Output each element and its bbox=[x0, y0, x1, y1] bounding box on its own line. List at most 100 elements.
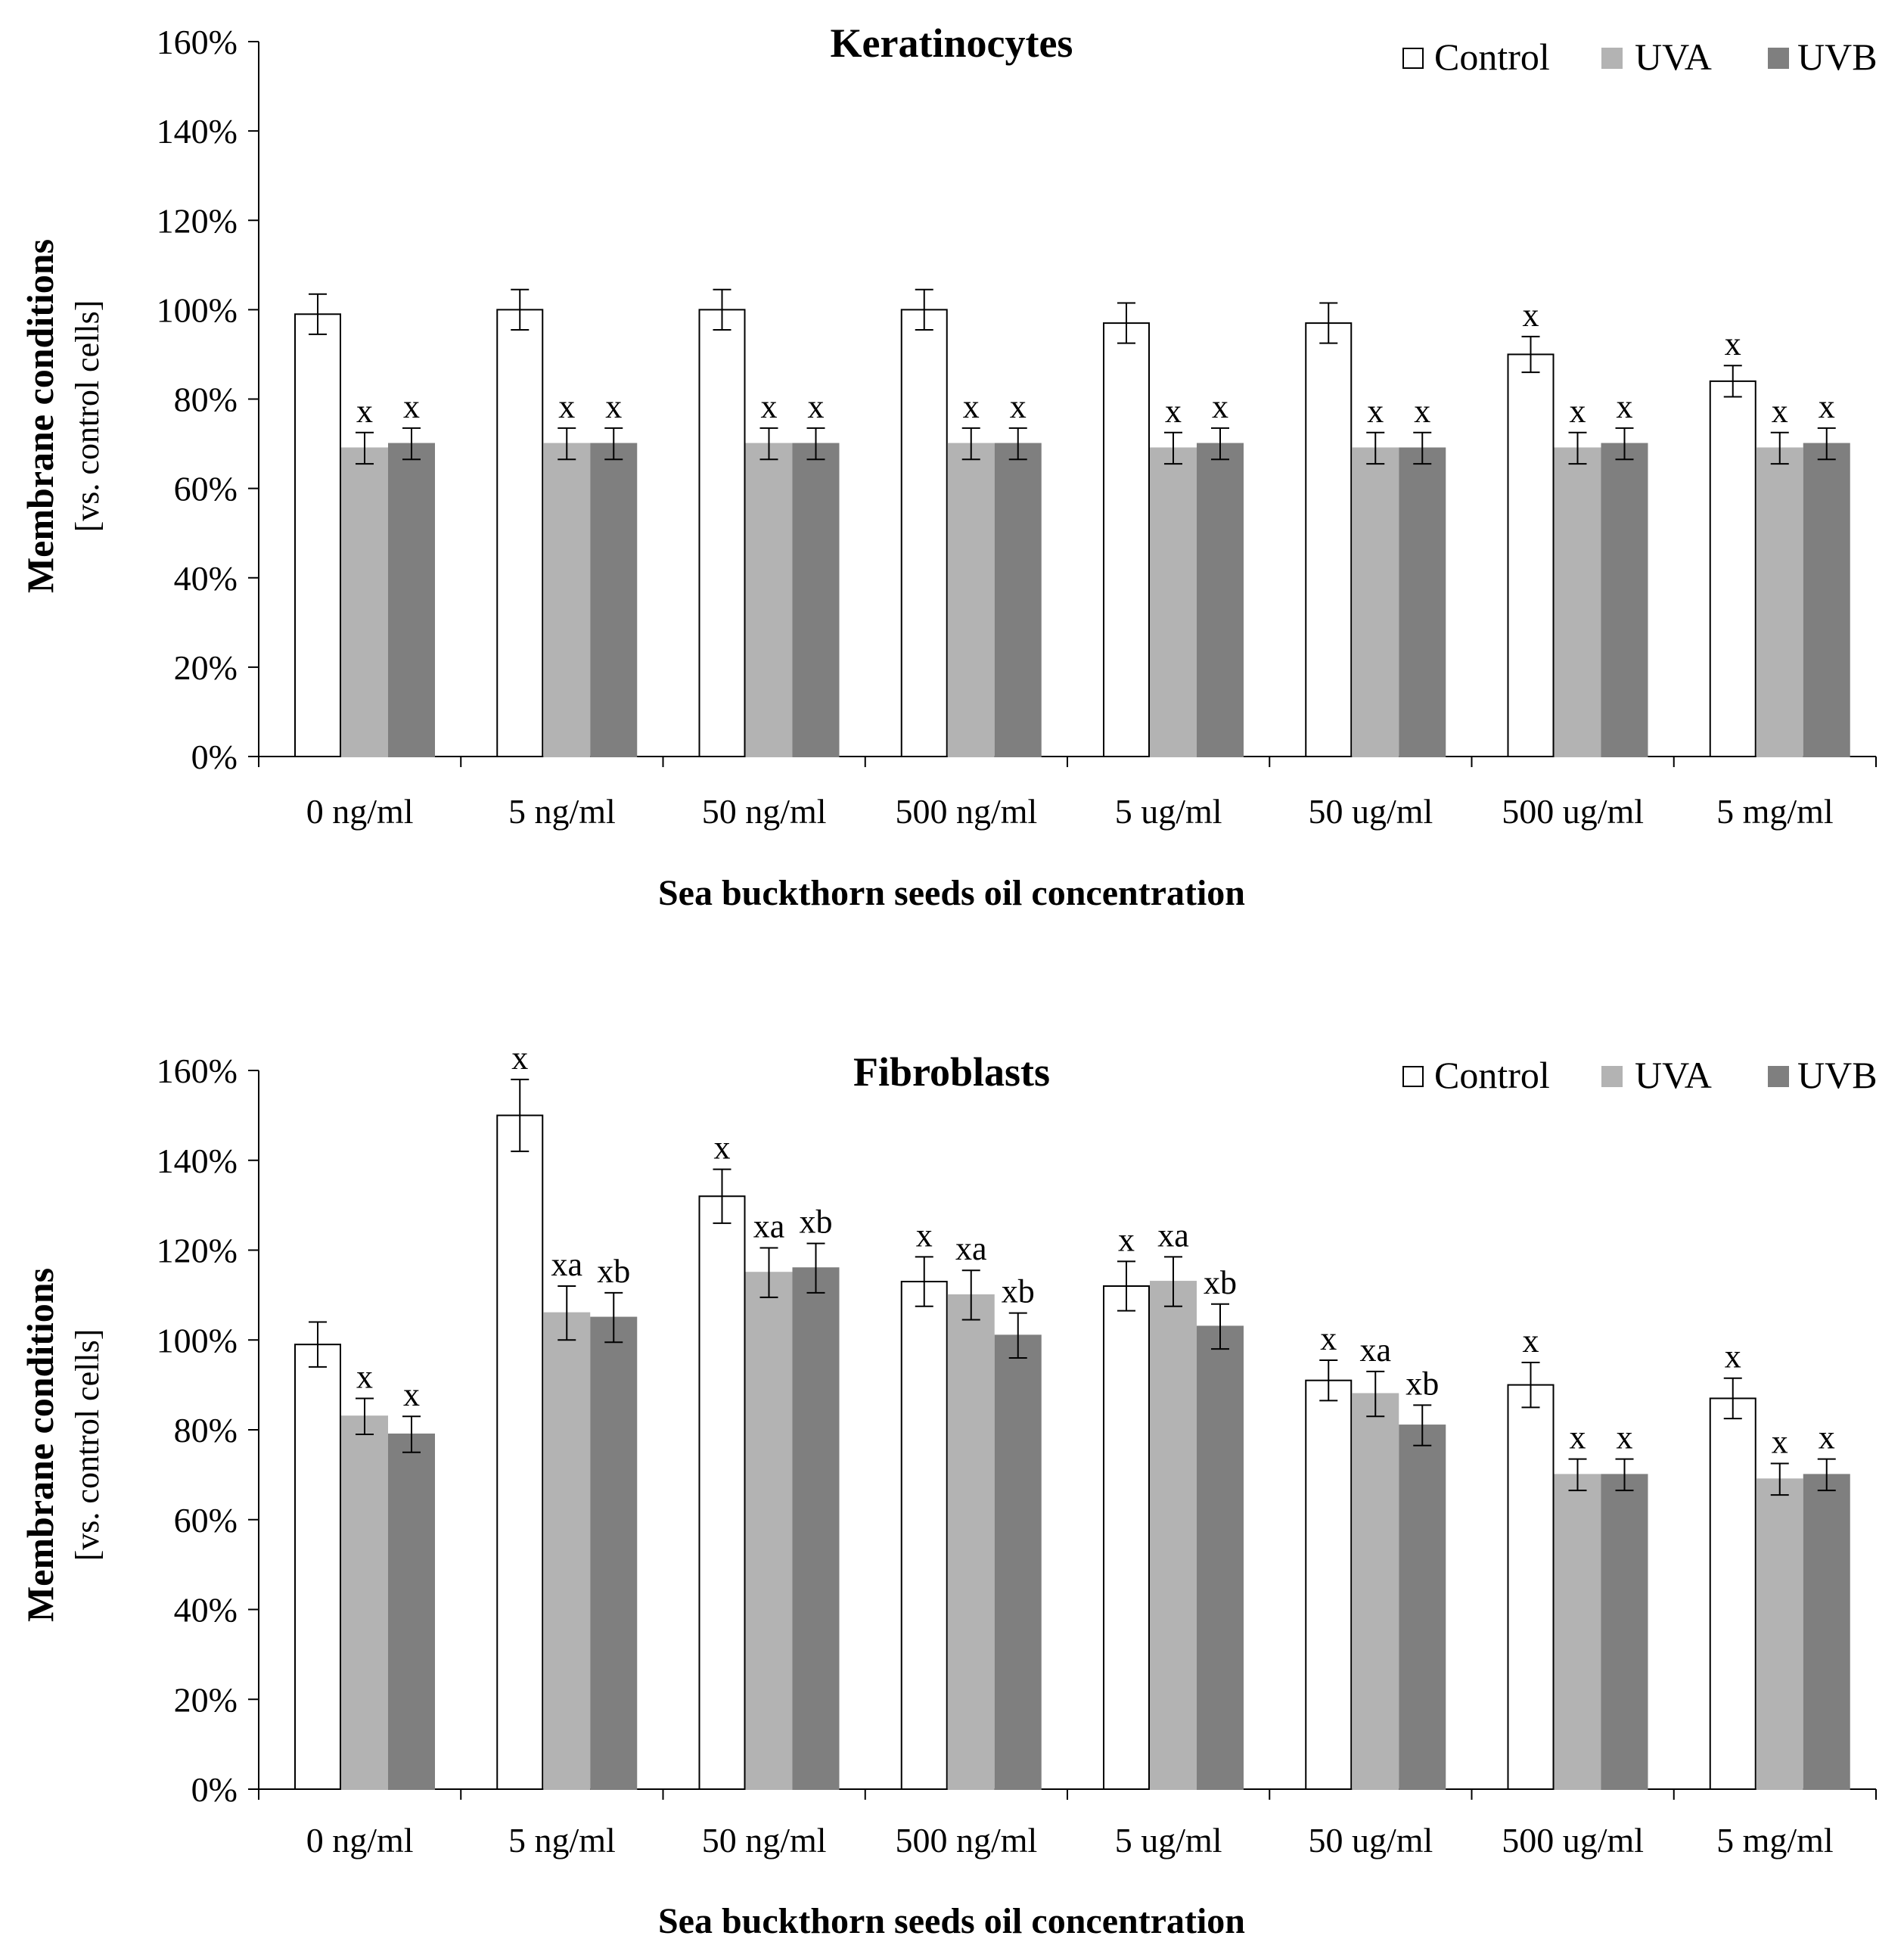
chart1-bar-uvb bbox=[792, 443, 840, 757]
chart1-y-tick-label: 20% bbox=[174, 648, 238, 687]
chart2-significance-label: x bbox=[1523, 1322, 1539, 1359]
chart1-bar-uvb bbox=[1601, 443, 1648, 757]
chart2-bar-uvb bbox=[1399, 1425, 1446, 1790]
chart1-x-tick-label: 50 ng/ml bbox=[702, 792, 827, 831]
chart2-y-tick-label: 60% bbox=[174, 1501, 238, 1540]
chart2-legend-swatch-control bbox=[1402, 1066, 1424, 1087]
chart1-x-tick-label: 0 ng/ml bbox=[306, 792, 414, 831]
chart2-x-tick-label: 50 ng/ml bbox=[702, 1821, 827, 1860]
chart2-x-tick-label: 50 ug/ml bbox=[1308, 1821, 1433, 1860]
chart2-significance-label: xa bbox=[955, 1230, 987, 1267]
chart2-significance-label: x bbox=[916, 1216, 933, 1254]
chart1-significance-label: x bbox=[1617, 388, 1633, 425]
chart1-x-axis-label: Sea buckthorn seeds oil concentration bbox=[658, 873, 1245, 913]
chart1-significance-label: x bbox=[1212, 388, 1228, 425]
chart2-legend-swatch-uvb bbox=[1768, 1066, 1789, 1087]
chart1-y-tick-label: 120% bbox=[157, 201, 238, 240]
chart1-significance-label: x bbox=[963, 388, 980, 425]
chart1-bar-uva bbox=[543, 443, 591, 757]
chart2-bar-control bbox=[900, 1281, 948, 1790]
chart2-bar-uvb bbox=[1601, 1474, 1648, 1790]
chart1-x-tick-label: 5 mg/ml bbox=[1716, 792, 1834, 831]
chart1-y-tick-label: 40% bbox=[174, 559, 238, 598]
chart1-bar-uva bbox=[947, 443, 995, 757]
chart1-bar-uvb bbox=[1399, 447, 1446, 757]
chart2-bar-uvb bbox=[388, 1433, 435, 1790]
chart1-bar-control bbox=[294, 313, 341, 757]
chart2-bar-uva bbox=[745, 1272, 793, 1790]
chart2-significance-label: x bbox=[1320, 1320, 1337, 1357]
chart1-significance-label: x bbox=[1367, 393, 1384, 430]
chart2-bar-uva bbox=[341, 1415, 388, 1790]
chart2-significance-label: xb bbox=[1002, 1273, 1035, 1310]
chart2-x-tick-label: 5 ug/ml bbox=[1115, 1821, 1222, 1860]
chart2-bar-uvb bbox=[994, 1334, 1042, 1790]
chart2-significance-label: xa bbox=[1157, 1216, 1189, 1254]
chart1-y-tick-label: 0% bbox=[191, 738, 238, 776]
chart2-bar-control bbox=[294, 1344, 341, 1790]
chart2-significance-label: xa bbox=[1359, 1331, 1391, 1369]
chart2-bar-uva bbox=[947, 1294, 995, 1790]
chart2-significance-label: x bbox=[714, 1129, 731, 1167]
chart1-x-tick-label: 50 ug/ml bbox=[1308, 792, 1433, 831]
chart1-significance-label: x bbox=[1414, 393, 1430, 430]
chart2-significance-label: x bbox=[1772, 1424, 1788, 1461]
chart1-significance-label: x bbox=[558, 388, 575, 425]
chart1-significance-label: x bbox=[808, 388, 825, 425]
chart2-significance-label: xa bbox=[551, 1246, 582, 1283]
chart2-y-tick-label: 160% bbox=[157, 1052, 238, 1090]
chart2-bar-uva bbox=[543, 1312, 591, 1790]
chart2-significance-label: x bbox=[1819, 1419, 1835, 1456]
chart2-x-tick-label: 5 ng/ml bbox=[508, 1821, 616, 1860]
chart1-bar-control bbox=[496, 309, 544, 757]
chart2-bar-control bbox=[1507, 1384, 1555, 1790]
chart2-y-axis-sublabel: [vs. control cells] bbox=[69, 1329, 106, 1561]
chart1-bar-uvb bbox=[590, 443, 638, 757]
chart2-bar-control bbox=[1709, 1397, 1756, 1790]
chart1-bar-uva bbox=[745, 443, 793, 757]
chart2-bar-control bbox=[698, 1195, 746, 1790]
chart1-y-tick-label: 140% bbox=[157, 112, 238, 151]
chart2-bar-uva bbox=[1554, 1474, 1601, 1790]
chart2-y-axis-label: Membrane conditions bbox=[19, 1268, 61, 1622]
chart1-legend-label: Control bbox=[1434, 36, 1550, 78]
chart2-y-tick-label: 120% bbox=[157, 1232, 238, 1270]
chart1-bar-uva bbox=[341, 447, 388, 757]
chart2-significance-label: xb bbox=[800, 1204, 833, 1241]
chart1-y-tick-label: 160% bbox=[157, 23, 238, 61]
chart2-significance-label: xa bbox=[753, 1208, 785, 1245]
chart1-legend-swatch-control bbox=[1402, 48, 1424, 69]
chart2-x-tick-label: 500 ng/ml bbox=[895, 1821, 1037, 1860]
chart2-y-tick-label: 80% bbox=[174, 1411, 238, 1449]
chart2-bar-control bbox=[1103, 1285, 1150, 1790]
chart2-legend-label: UVB bbox=[1797, 1054, 1878, 1096]
chart2-legend-label: Control bbox=[1434, 1054, 1550, 1096]
chart2-significance-label: x bbox=[1118, 1221, 1135, 1258]
chart2-y-tick-label: 0% bbox=[191, 1770, 238, 1809]
chart1-bar-uvb bbox=[388, 443, 435, 757]
chart1-bar-control bbox=[698, 309, 746, 757]
chart2-bar-control bbox=[496, 1114, 544, 1790]
chart2-x-tick-label: 5 mg/ml bbox=[1716, 1821, 1834, 1860]
chart2-significance-label: x bbox=[1570, 1419, 1586, 1456]
chart2-bar-uva bbox=[1150, 1281, 1197, 1790]
chart1-x-tick-label: 500 ug/ml bbox=[1502, 792, 1644, 831]
chart1-legend-swatch-uvb bbox=[1768, 48, 1789, 69]
chart2-y-tick-label: 20% bbox=[174, 1680, 238, 1719]
chart1-significance-label: x bbox=[1570, 393, 1586, 430]
chart1-legend-swatch-uva bbox=[1601, 48, 1623, 69]
chart1-significance-label: x bbox=[1725, 325, 1741, 362]
chart1-significance-label: x bbox=[356, 393, 373, 430]
chart1-significance-label: x bbox=[761, 388, 778, 425]
chart1-significance-label: x bbox=[605, 388, 622, 425]
chart1-bar-control bbox=[1305, 322, 1353, 757]
chart2-title: Fibroblasts bbox=[853, 1049, 1050, 1095]
chart2-significance-label: xb bbox=[1405, 1365, 1439, 1402]
chart1-significance-label: x bbox=[1165, 393, 1182, 430]
chart2-bar-uva bbox=[1352, 1393, 1399, 1790]
chart2-y-tick-label: 140% bbox=[157, 1142, 238, 1180]
chart1-bar-control bbox=[1507, 353, 1555, 757]
chart2-y-tick-label: 40% bbox=[174, 1591, 238, 1630]
chart2-x-tick-label: 0 ng/ml bbox=[306, 1821, 414, 1860]
